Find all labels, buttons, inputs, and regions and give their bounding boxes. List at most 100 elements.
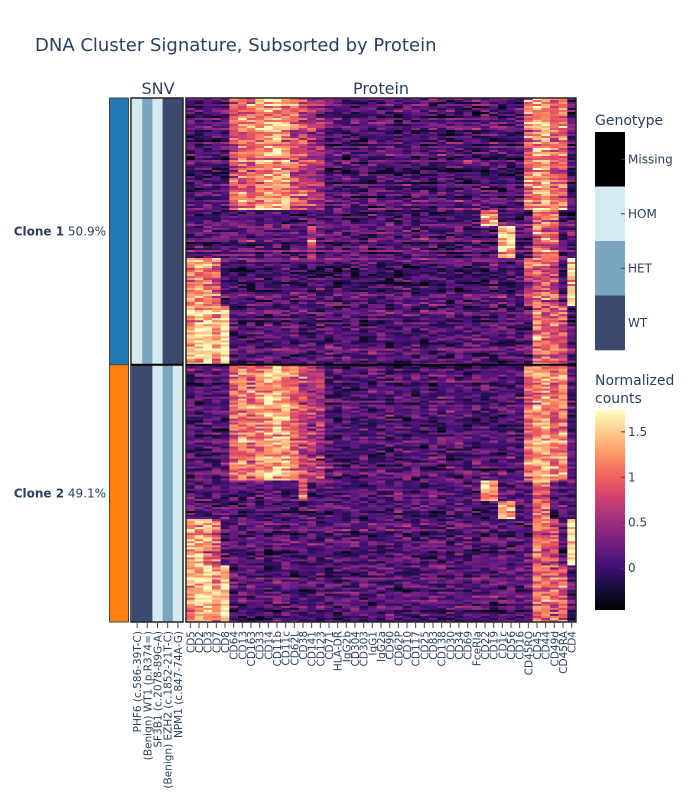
heatmap-cell — [290, 248, 299, 251]
heatmap-cell — [194, 138, 204, 141]
heatmap-cell — [186, 306, 195, 309]
heatmap-cell — [394, 102, 403, 105]
heatmap-cell — [428, 316, 438, 319]
heatmap-cell — [411, 296, 421, 299]
heatmap-cell — [558, 144, 568, 147]
heatmap-cell — [394, 156, 403, 159]
heatmap-cell — [342, 176, 351, 179]
heatmap-cell — [515, 226, 525, 229]
heatmap-cell — [411, 164, 421, 167]
heatmap-cell — [186, 116, 195, 119]
heatmap-cell — [532, 196, 542, 199]
heatmap-cell — [402, 296, 412, 299]
heatmap-cell — [567, 230, 577, 233]
heatmap-cell — [515, 118, 525, 121]
heatmap-cell — [246, 216, 256, 219]
heatmap-cell — [272, 114, 282, 117]
heatmap-cell — [411, 214, 421, 217]
heatmap-cell — [264, 238, 273, 241]
heatmap-cell — [212, 294, 221, 297]
heatmap-cell — [255, 280, 265, 283]
heatmap-cell — [186, 110, 195, 113]
heatmap-cell — [212, 302, 221, 305]
heatmap-cell — [290, 180, 299, 183]
heatmap-cell — [428, 142, 438, 145]
heatmap-cell — [368, 238, 377, 241]
heatmap-cell — [541, 278, 551, 281]
heatmap-cell — [255, 208, 265, 211]
heatmap-cell — [420, 308, 429, 311]
heatmap-cell — [246, 238, 256, 241]
heatmap-cell — [220, 226, 230, 229]
heatmap-cell — [255, 110, 265, 113]
heatmap-cell — [558, 230, 568, 233]
heatmap-cell — [229, 134, 239, 137]
heatmap-cell — [515, 252, 525, 255]
heatmap-cell — [368, 316, 377, 319]
heatmap-cell — [394, 308, 403, 311]
heatmap-cell — [524, 262, 533, 265]
heatmap-cell — [212, 122, 221, 125]
heatmap-cell — [411, 252, 421, 255]
heatmap-cell — [212, 312, 221, 315]
heatmap-cell — [316, 218, 325, 221]
heatmap-cell — [385, 210, 395, 213]
heatmap-cell — [368, 296, 377, 299]
heatmap-cell — [333, 208, 343, 211]
heatmap-cell — [437, 230, 447, 233]
heatmap-cell — [194, 192, 204, 195]
heatmap-cell — [567, 260, 577, 263]
heatmap-cell — [376, 100, 386, 103]
heatmap-cell — [524, 116, 533, 119]
heatmap-cell — [255, 276, 265, 279]
heatmap-cell — [411, 148, 421, 151]
heatmap-cell — [316, 144, 325, 147]
heatmap-cell — [255, 100, 265, 103]
heatmap-cell — [203, 118, 213, 121]
heatmap-cell — [420, 244, 429, 247]
heatmap-cell — [298, 118, 308, 121]
heatmap-cell — [411, 288, 421, 291]
heatmap-cell — [376, 304, 386, 307]
heatmap-cell — [359, 160, 369, 163]
heatmap-cell — [229, 208, 239, 211]
heatmap-cell — [246, 228, 256, 231]
heatmap-cell — [333, 298, 343, 301]
heatmap-cell — [186, 188, 195, 191]
heatmap-cell — [402, 172, 412, 175]
heatmap-cell — [489, 292, 499, 295]
heatmap-cell — [454, 192, 464, 195]
heatmap-cell — [342, 142, 351, 145]
heatmap-cell — [463, 244, 473, 247]
heatmap-cell — [376, 106, 386, 109]
heatmap-cell — [212, 240, 221, 243]
heatmap-cell — [212, 252, 221, 255]
heatmap-cell — [506, 140, 516, 143]
heatmap-cell — [272, 278, 282, 281]
heatmap-cell — [506, 242, 516, 245]
heatmap-cell — [506, 116, 516, 119]
heatmap-cell — [550, 236, 559, 239]
heatmap-cell — [272, 282, 282, 285]
heatmap-cell — [333, 128, 343, 131]
heatmap-cell — [290, 214, 299, 217]
heatmap-cell — [506, 170, 516, 173]
heatmap-cell — [550, 242, 559, 245]
heatmap-cell — [290, 112, 299, 115]
heatmap-cell — [229, 176, 239, 179]
heatmap-cell — [376, 272, 386, 275]
heatmap-cell — [524, 128, 533, 131]
heatmap-cell — [550, 286, 559, 289]
heatmap-cell — [368, 270, 377, 273]
heatmap-cell — [385, 132, 395, 135]
heatmap-cell — [281, 244, 291, 247]
heatmap-cell — [220, 258, 230, 261]
heatmap-cell — [428, 102, 438, 105]
heatmap-cell — [480, 266, 490, 269]
heatmap-cell — [402, 166, 412, 169]
heatmap-cell — [524, 114, 533, 117]
heatmap-cell — [446, 162, 455, 165]
heatmap-cell — [307, 222, 317, 225]
heatmap-cell — [238, 176, 247, 179]
heatmap-cell — [350, 104, 360, 107]
